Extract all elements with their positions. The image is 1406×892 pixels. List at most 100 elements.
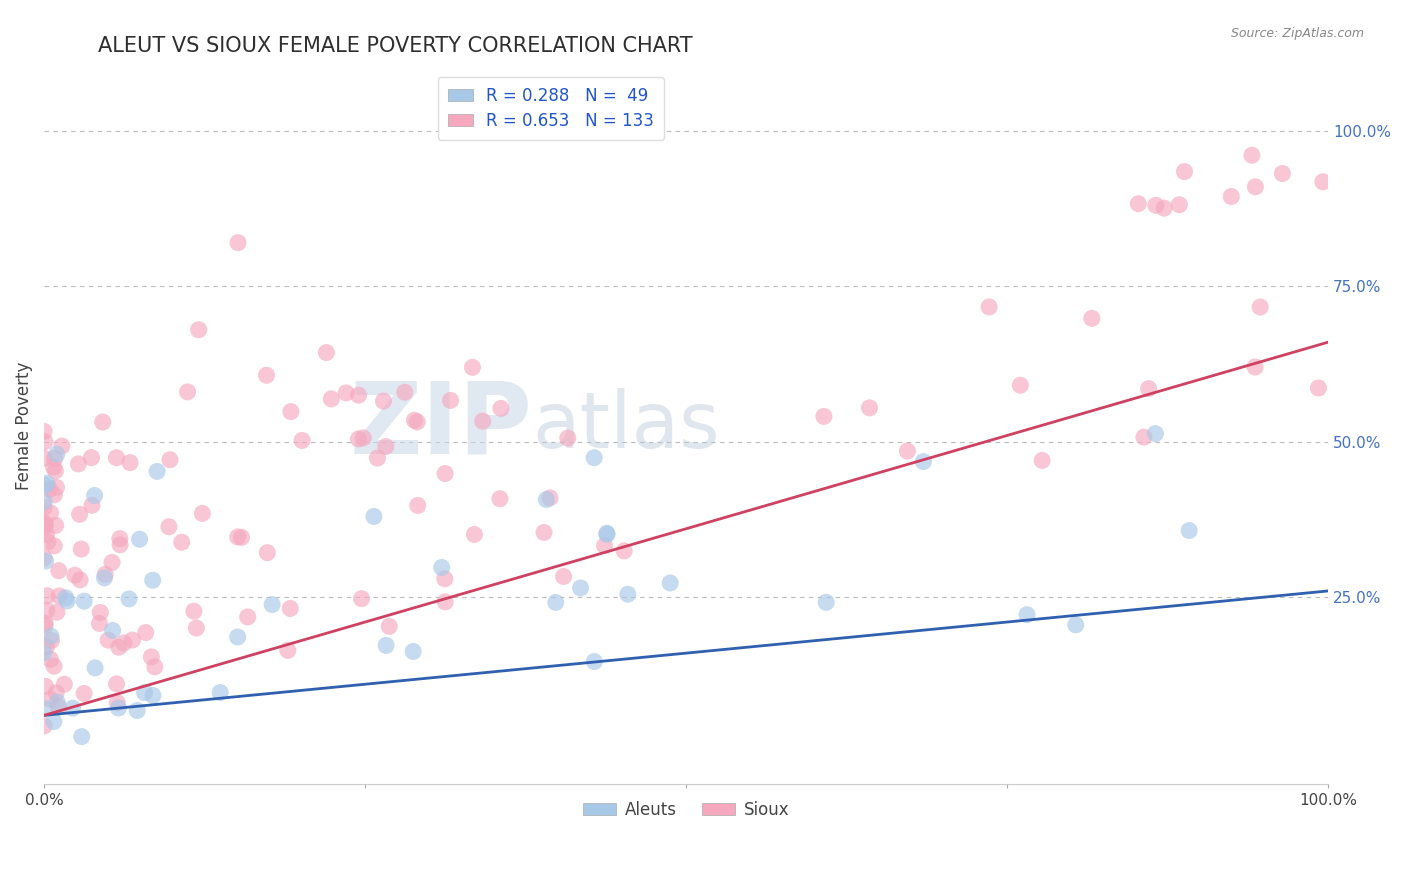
Point xyxy=(1244,359,1267,374)
Point xyxy=(256,368,278,383)
Point xyxy=(107,640,129,655)
Point xyxy=(896,444,918,458)
Point xyxy=(83,489,105,503)
Point xyxy=(35,476,58,491)
Point xyxy=(38,483,60,497)
Point xyxy=(34,478,56,492)
Point xyxy=(1133,430,1156,444)
Point xyxy=(1168,197,1191,211)
Point xyxy=(39,506,62,520)
Point xyxy=(613,544,636,558)
Point xyxy=(430,560,453,574)
Point xyxy=(70,730,93,744)
Point xyxy=(1144,198,1167,212)
Point xyxy=(557,431,579,445)
Point xyxy=(105,677,128,691)
Point xyxy=(69,508,91,522)
Point xyxy=(256,546,278,560)
Point xyxy=(277,643,299,657)
Point xyxy=(278,601,301,615)
Point xyxy=(142,573,165,587)
Point xyxy=(1173,164,1195,178)
Point xyxy=(51,439,73,453)
Point xyxy=(553,569,575,583)
Point xyxy=(46,699,69,714)
Point xyxy=(815,595,838,609)
Point xyxy=(350,591,373,606)
Point xyxy=(366,450,388,465)
Point xyxy=(226,630,249,644)
Point xyxy=(394,385,416,400)
Point xyxy=(142,689,165,703)
Point xyxy=(406,415,429,429)
Point xyxy=(404,413,426,427)
Point xyxy=(118,591,141,606)
Text: ALEUT VS SIOUX FEMALE POVERTY CORRELATION CHART: ALEUT VS SIOUX FEMALE POVERTY CORRELATIO… xyxy=(98,36,693,55)
Point xyxy=(107,701,129,715)
Point xyxy=(32,719,55,733)
Point xyxy=(569,581,592,595)
Point xyxy=(34,679,56,693)
Point xyxy=(32,646,55,660)
Point xyxy=(94,567,117,582)
Point xyxy=(1220,189,1243,203)
Point xyxy=(39,692,62,706)
Point xyxy=(42,659,65,673)
Text: ZIP: ZIP xyxy=(349,377,531,475)
Point xyxy=(347,432,370,446)
Point xyxy=(461,360,484,375)
Point xyxy=(231,530,253,544)
Point xyxy=(236,610,259,624)
Point xyxy=(70,542,93,557)
Point xyxy=(34,554,56,568)
Point xyxy=(73,686,96,700)
Point xyxy=(48,564,70,578)
Point xyxy=(46,695,69,709)
Point xyxy=(1244,179,1267,194)
Point xyxy=(35,589,58,603)
Point xyxy=(291,434,314,448)
Point xyxy=(35,527,58,541)
Point xyxy=(1144,426,1167,441)
Point xyxy=(1153,201,1175,215)
Point xyxy=(1031,453,1053,467)
Point xyxy=(373,394,395,409)
Point xyxy=(157,520,180,534)
Point xyxy=(335,386,357,401)
Point xyxy=(375,639,398,653)
Point xyxy=(45,480,67,494)
Point xyxy=(406,499,429,513)
Point xyxy=(596,526,619,541)
Point xyxy=(536,492,558,507)
Point xyxy=(159,452,181,467)
Point xyxy=(73,594,96,608)
Point xyxy=(363,509,385,524)
Point xyxy=(34,702,56,716)
Point xyxy=(55,591,77,605)
Point xyxy=(67,457,90,471)
Point xyxy=(32,500,55,515)
Point xyxy=(280,404,302,418)
Point xyxy=(91,415,114,429)
Point xyxy=(1128,196,1150,211)
Point xyxy=(183,604,205,618)
Point xyxy=(45,518,67,533)
Point xyxy=(463,527,485,541)
Point xyxy=(80,498,103,512)
Point xyxy=(146,465,169,479)
Point xyxy=(32,451,55,466)
Point xyxy=(48,589,70,603)
Point xyxy=(41,633,63,648)
Point xyxy=(93,571,115,585)
Point xyxy=(34,618,56,632)
Point xyxy=(105,450,128,465)
Point xyxy=(489,491,512,506)
Point xyxy=(1308,381,1330,395)
Point xyxy=(128,533,150,547)
Point xyxy=(108,532,131,546)
Point xyxy=(439,393,461,408)
Point xyxy=(1081,311,1104,326)
Point xyxy=(1064,618,1087,632)
Point xyxy=(187,323,209,337)
Point xyxy=(134,685,156,699)
